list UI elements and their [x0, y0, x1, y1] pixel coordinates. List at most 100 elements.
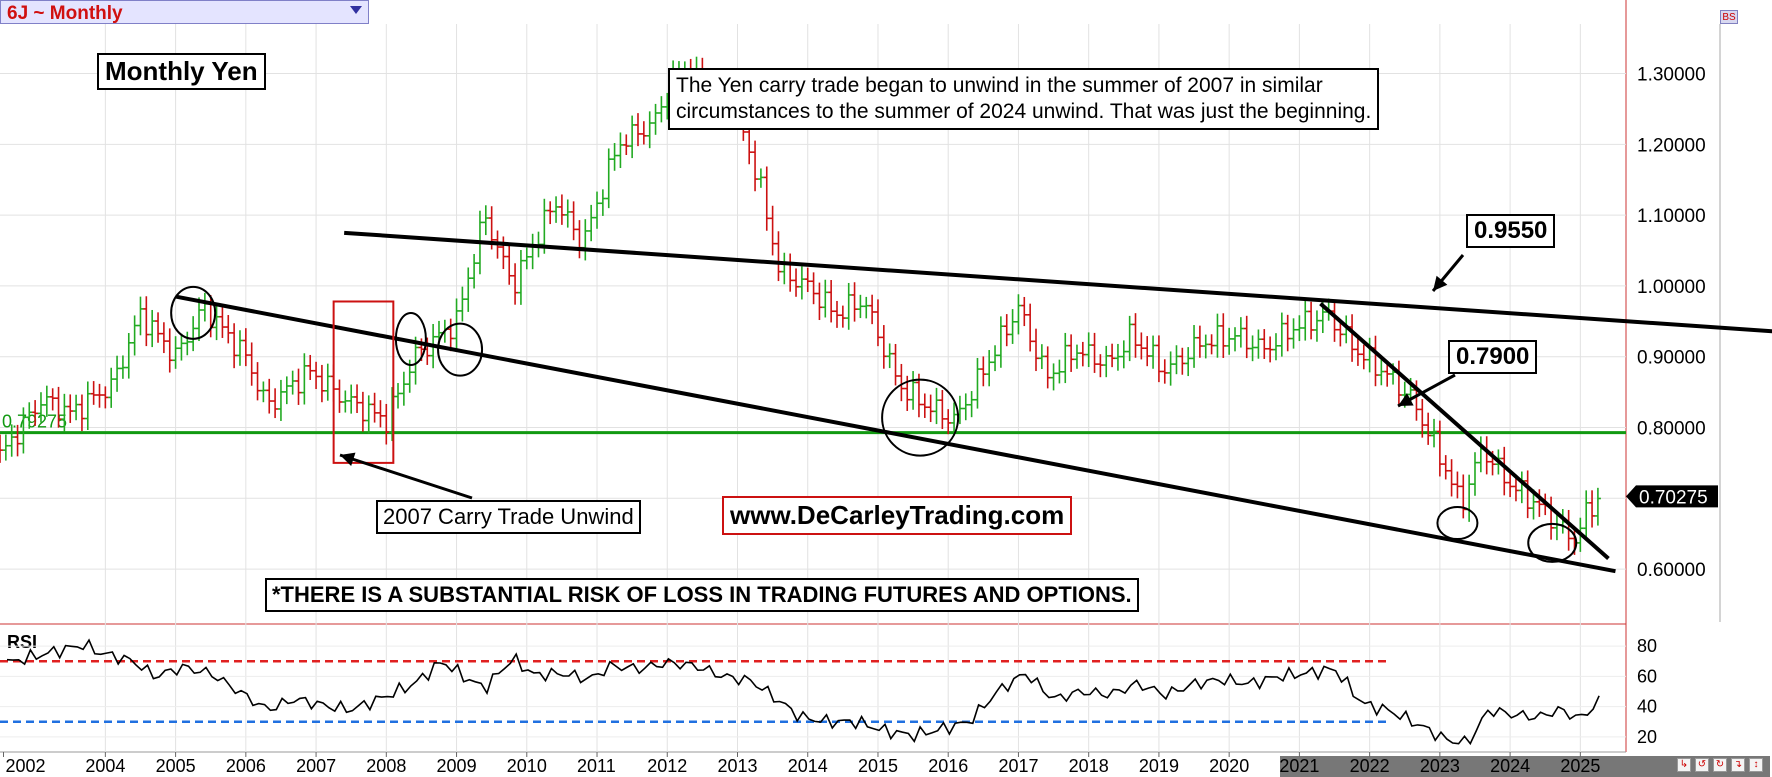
- ohlc-bar: [523, 247, 530, 270]
- level-label-upper: 0.9550: [1466, 214, 1556, 248]
- last-price-marker: [1626, 485, 1718, 508]
- ohlc-bar: [149, 309, 156, 348]
- time-tick-label: 2002: [6, 756, 46, 776]
- ohlc-bar: [1085, 332, 1092, 368]
- ohlc-bar: [962, 393, 969, 421]
- ohlc-bar: [1589, 490, 1596, 528]
- ohlc-bar: [1179, 347, 1186, 375]
- ohlc-bar: [1214, 313, 1221, 358]
- ohlc-bar: [0, 434, 3, 463]
- trend-line: [175, 294, 1616, 574]
- ohlc-bar: [775, 231, 782, 282]
- ohlc-bar: [927, 394, 934, 423]
- ohlc-bar: [1448, 459, 1455, 497]
- highlight-circle: [394, 312, 427, 367]
- ohlc-bar: [295, 368, 302, 405]
- note-line-2: circumstances to the summer of 2024 unwi…: [676, 100, 1372, 123]
- ohlc-bar: [1073, 344, 1080, 369]
- ohlc-bar: [20, 407, 27, 454]
- ohlc-bar: [1337, 320, 1344, 347]
- symbol-selector[interactable]: 6J ~ Monthly: [0, 0, 369, 24]
- ohlc-bar: [634, 113, 641, 147]
- ohlc-bar: [1354, 337, 1361, 366]
- carry-trade-label: 2007 Carry Trade Unwind: [376, 500, 641, 534]
- ohlc-bar: [96, 383, 103, 408]
- ohlc-bar: [289, 370, 296, 395]
- ohlc-bar: [1284, 314, 1291, 352]
- ohlc-bar: [231, 323, 238, 369]
- ohlc-bar: [471, 254, 478, 289]
- highlight-circle: [437, 322, 484, 377]
- chevron-down-icon[interactable]: [350, 6, 362, 14]
- ohlc-bar: [78, 394, 85, 432]
- ohlc-bar: [1243, 315, 1250, 359]
- ohlc-bar: [1536, 489, 1543, 517]
- ohlc-bar: [125, 333, 132, 379]
- ohlc-bar: [1079, 341, 1086, 367]
- ohlc-bar: [1378, 358, 1385, 386]
- ohlc-bar: [465, 267, 472, 312]
- ohlc-bar: [880, 325, 887, 369]
- ohlc-bar: [915, 373, 922, 418]
- time-tick-label: 2004: [85, 756, 125, 776]
- ohlc-bar: [1027, 303, 1034, 352]
- ohlc-bar: [1196, 325, 1203, 358]
- ohlc-bar: [225, 315, 232, 344]
- ohlc-bar: [611, 143, 618, 171]
- nav-zoom-button[interactable]: ↕: [1749, 758, 1763, 772]
- ohlc-bar: [1594, 487, 1601, 526]
- ohlc-bar: [857, 294, 864, 319]
- ohlc-bar: [1044, 346, 1051, 389]
- ohlc-bar: [1308, 301, 1315, 340]
- time-tick-label: 2018: [1069, 756, 1109, 776]
- ohlc-bar: [73, 394, 80, 421]
- ohlc-bar: [55, 386, 62, 428]
- ohlc-bar: [318, 364, 325, 403]
- arrow: [339, 452, 473, 500]
- ohlc-bar: [541, 198, 548, 254]
- ohlc-bar: [1261, 329, 1268, 359]
- ohlc-bar: [769, 205, 776, 256]
- ohlc-bar: [155, 312, 162, 343]
- ohlc-bar: [1173, 345, 1180, 375]
- ohlc-bar: [184, 331, 191, 356]
- ohlc-bar: [564, 199, 571, 228]
- ohlc-bar: [1033, 328, 1040, 372]
- ohlc-bar: [763, 166, 770, 231]
- highlight-circle: [881, 378, 960, 457]
- ohlc-bar: [37, 392, 44, 423]
- ohlc-bar: [383, 403, 390, 445]
- ohlc-bar: [980, 356, 987, 387]
- ohlc-bar: [8, 424, 15, 457]
- arrow: [1397, 373, 1456, 408]
- ohlc-bar: [886, 343, 893, 369]
- ohlc-bar: [933, 387, 940, 425]
- ohlc-bar: [272, 388, 279, 419]
- chart-title: Monthly Yen: [105, 56, 258, 86]
- ohlc-bar: [1431, 418, 1438, 448]
- bs-toggle-button[interactable]: BS: [1720, 10, 1738, 24]
- ohlc-bar: [1097, 354, 1104, 378]
- ohlc-bar: [828, 280, 835, 323]
- ohlc-bar: [851, 282, 858, 322]
- time-tick-label: 2010: [507, 756, 547, 776]
- ohlc-bar: [1267, 336, 1274, 363]
- ohlc-bar: [1021, 296, 1028, 327]
- nav-first-button[interactable]: ↳: [1677, 758, 1691, 772]
- time-tick-label: 2016: [928, 756, 968, 776]
- nav-next-button[interactable]: ↻: [1713, 758, 1727, 772]
- ohlc-bar: [1009, 309, 1016, 344]
- ohlc-bar: [910, 371, 917, 410]
- ohlc-bar: [178, 333, 185, 361]
- ohlc-bar: [658, 96, 665, 123]
- nav-prev-button[interactable]: ↺: [1695, 758, 1709, 772]
- ohlc-bar: [921, 393, 928, 418]
- time-tick-label: 2022: [1350, 756, 1390, 776]
- ohlc-bar: [798, 266, 805, 300]
- ohlc-bar: [166, 328, 173, 373]
- time-tick-label: 2023: [1420, 756, 1460, 776]
- ohlc-bar: [974, 357, 981, 409]
- ohlc-bar: [283, 376, 290, 405]
- nav-last-button[interactable]: ↴: [1731, 758, 1745, 772]
- ohlc-bar: [992, 345, 999, 372]
